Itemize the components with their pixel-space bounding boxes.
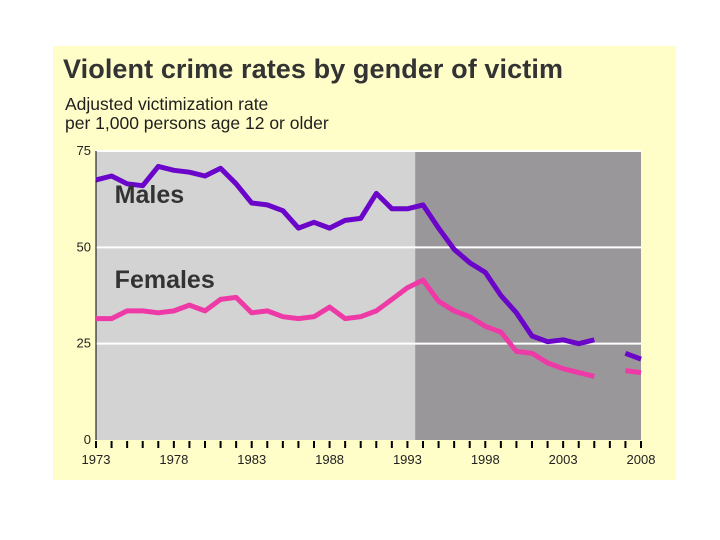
males-line-segment-2 (624, 350, 642, 362)
females-line-segment-2 (625, 368, 642, 376)
chart-title: Violent crime rates by gender of victim (63, 54, 564, 84)
y-tick-label-50: 50 (77, 239, 91, 254)
x-tick-label-1973: 1973 (82, 452, 111, 467)
chart-subtitle-line-2: per 1,000 persons age 12 or older (65, 113, 329, 133)
chart-panel: Violent crime rates by gender of victim … (53, 46, 676, 480)
shaded-region (415, 151, 641, 440)
y-tick-label-0: 0 (84, 432, 91, 447)
chart-subtitle-line-1: Adjusted victimization rate (65, 94, 269, 114)
females-line-segment-1 (96, 277, 595, 379)
males-series-label: Males (115, 181, 184, 209)
x-tick-label-2008: 2008 (627, 452, 656, 467)
males-line-segment-1 (95, 163, 595, 347)
x-tick-label-1998: 1998 (471, 452, 500, 467)
females-series-label: Females (115, 266, 215, 294)
line-chart: 0 25 50 75 1973 1978 1983 1988 1993 1998 2003 2008 M… (77, 143, 656, 467)
x-tick-label-1988: 1988 (315, 452, 344, 467)
y-tick-label-75: 75 (77, 143, 91, 158)
y-tick-label-25: 25 (77, 336, 91, 351)
x-tick-label-2003: 2003 (549, 452, 578, 467)
x-tick-label-1993: 1993 (393, 452, 422, 467)
x-tick-label-1978: 1978 (159, 452, 188, 467)
x-tick-label-1983: 1983 (237, 452, 266, 467)
